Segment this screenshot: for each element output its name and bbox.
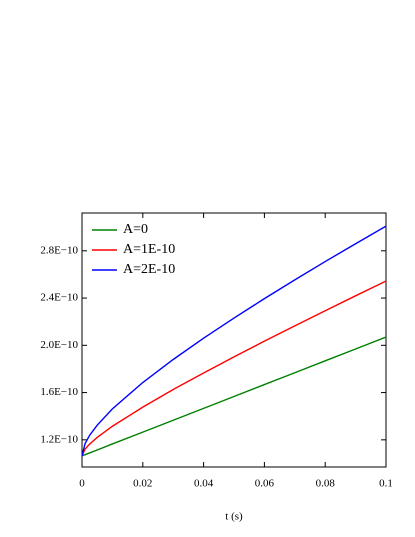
legend-label: A=2E-10 bbox=[123, 262, 175, 277]
line-series bbox=[81, 280, 387, 457]
line-series bbox=[81, 225, 387, 457]
x-tick-label: 0.02 bbox=[133, 478, 152, 490]
x-tick-label: 0.04 bbox=[194, 478, 214, 490]
y-tick-label: 1.2E−10 bbox=[40, 433, 78, 445]
x-tick-label: 0.08 bbox=[316, 478, 336, 490]
legend-label: A=1E-10 bbox=[123, 242, 175, 257]
x-tick-label: 0.06 bbox=[255, 478, 275, 490]
legend-label: A=0 bbox=[123, 222, 148, 237]
x-tick-label: 0 bbox=[79, 478, 85, 490]
line-series bbox=[81, 336, 387, 457]
x-tick-label: 0.1 bbox=[379, 478, 393, 490]
y-tick-label: 1.6E−10 bbox=[40, 386, 78, 398]
y-tick-label: 2.0E−10 bbox=[40, 339, 78, 351]
x-axis-label: t (s) bbox=[225, 511, 243, 523]
plot-frame bbox=[81, 212, 387, 468]
y-tick-label: 2.8E−10 bbox=[40, 244, 78, 256]
y-tick-label: 2.4E−10 bbox=[40, 292, 78, 304]
